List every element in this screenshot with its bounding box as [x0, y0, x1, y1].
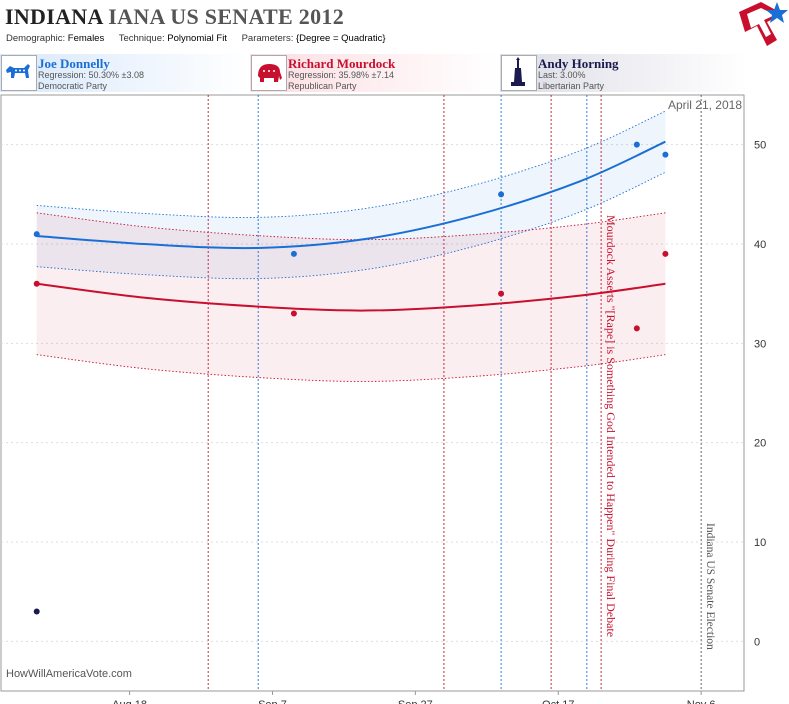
site-watermark: HowWillAmericaVote.com	[6, 668, 132, 680]
candidate-card-donnelly[interactable]: Joe Donnelly Regression: 50.30% ±3.08 De…	[0, 54, 248, 92]
event-annotation: Mourdock Asserts "[Rape] is Something Go…	[604, 215, 618, 637]
candidate-card-mourdock[interactable]: Richard Mourdock Regression: 35.98% ±7.1…	[250, 54, 498, 92]
candidate-stat: Regression: 50.30% ±3.08	[38, 70, 145, 80]
data-point	[633, 141, 640, 148]
event-annotation: Indiana US Senate Election	[704, 523, 716, 650]
data-point	[290, 310, 297, 317]
data-point	[33, 280, 40, 287]
x-tick-label: Aug 18	[112, 699, 147, 704]
header: INDIANA IANA US SENATE 2012 Demographic:…	[0, 0, 789, 56]
y-tick-label: 30	[754, 338, 766, 350]
data-point	[290, 250, 297, 257]
y-tick-label: 50	[754, 140, 766, 152]
confidence-band	[36, 212, 666, 382]
x-tick-label: Sep 7	[258, 699, 287, 704]
candidate-name: Richard Mourdock	[288, 56, 396, 71]
candidate-card-horning[interactable]: Andy Horning Last: 3.00% Libertarian Par…	[500, 54, 748, 92]
y-tick-label: 20	[754, 438, 766, 450]
band-upper-line	[36, 110, 666, 218]
date-stamp: April 21, 2018	[668, 98, 742, 112]
x-tick-label: Nov 6	[687, 699, 716, 704]
data-point	[33, 608, 40, 615]
data-point	[33, 231, 40, 238]
trend-line	[36, 140, 666, 250]
x-tick-label: Oct 17	[542, 699, 574, 704]
data-point	[498, 290, 505, 297]
y-tick-label: 10	[754, 537, 766, 549]
data-point	[633, 325, 640, 332]
data-point	[662, 250, 669, 257]
liberty-icon	[501, 55, 537, 91]
candidate-party: Republican Party	[288, 81, 357, 91]
candidate-party: Democratic Party	[38, 81, 108, 91]
donkey-icon	[1, 55, 37, 91]
y-tick-label: 0	[754, 636, 760, 648]
data-point	[662, 151, 669, 158]
candidate-stat: Regression: 35.98% ±7.14	[288, 70, 395, 80]
poll-chart: 0 10 20 30 40 50 Aug 18 Sep 7 Sep 27 Oct 17 Nov 6 A…	[0, 94, 766, 704]
chart-parameters: Demographic: Females Technique: Polynomi…	[6, 33, 386, 44]
candidate-name: Joe Donnelly	[38, 56, 110, 71]
y-tick-label: 40	[754, 239, 766, 251]
band-lower-line	[36, 354, 666, 382]
confidence-band	[36, 111, 666, 279]
x-tick-label: Sep 27	[398, 699, 433, 704]
candidate-name: Andy Horning	[538, 56, 619, 71]
data-point	[498, 191, 505, 198]
candidate-stat: Last: 3.00%	[538, 70, 586, 80]
trend-line	[36, 282, 666, 312]
band-lower-line	[36, 171, 666, 280]
page-title: INDIANA IANA US SENATE 2012	[5, 4, 344, 29]
candidate-party: Libertarian Party	[538, 81, 605, 91]
elephant-icon	[251, 55, 287, 91]
site-logo-icon	[739, 2, 788, 46]
